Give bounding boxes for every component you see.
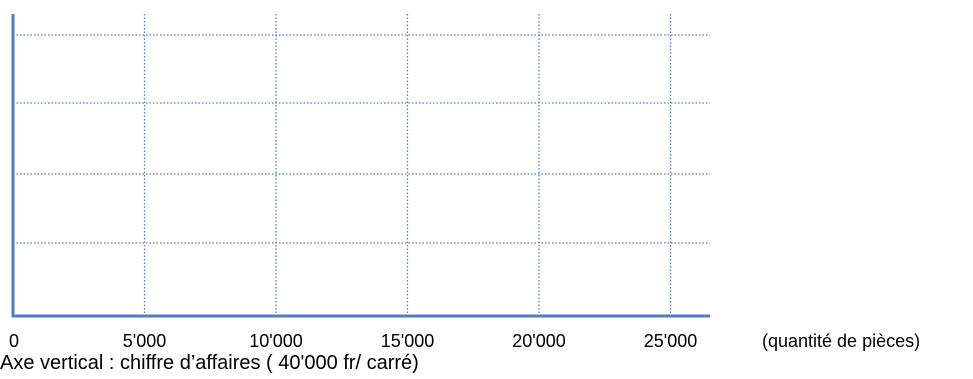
x-tick-label: 5'000 bbox=[122, 331, 167, 351]
grid bbox=[13, 14, 710, 316]
x-tick-label: 25'000 bbox=[643, 331, 698, 351]
x-tick-label: 10'000 bbox=[249, 331, 303, 351]
x-axis-unit-label: (quantité de pièces) bbox=[762, 331, 921, 351]
x-tick-label: 20'000 bbox=[512, 331, 566, 351]
y-axis-caption: Axe vertical : chiffre d’affaires ( 40'0… bbox=[0, 352, 419, 374]
x-tick-label: 0 bbox=[9, 331, 20, 351]
x-tick-label: 15'000 bbox=[380, 331, 435, 351]
